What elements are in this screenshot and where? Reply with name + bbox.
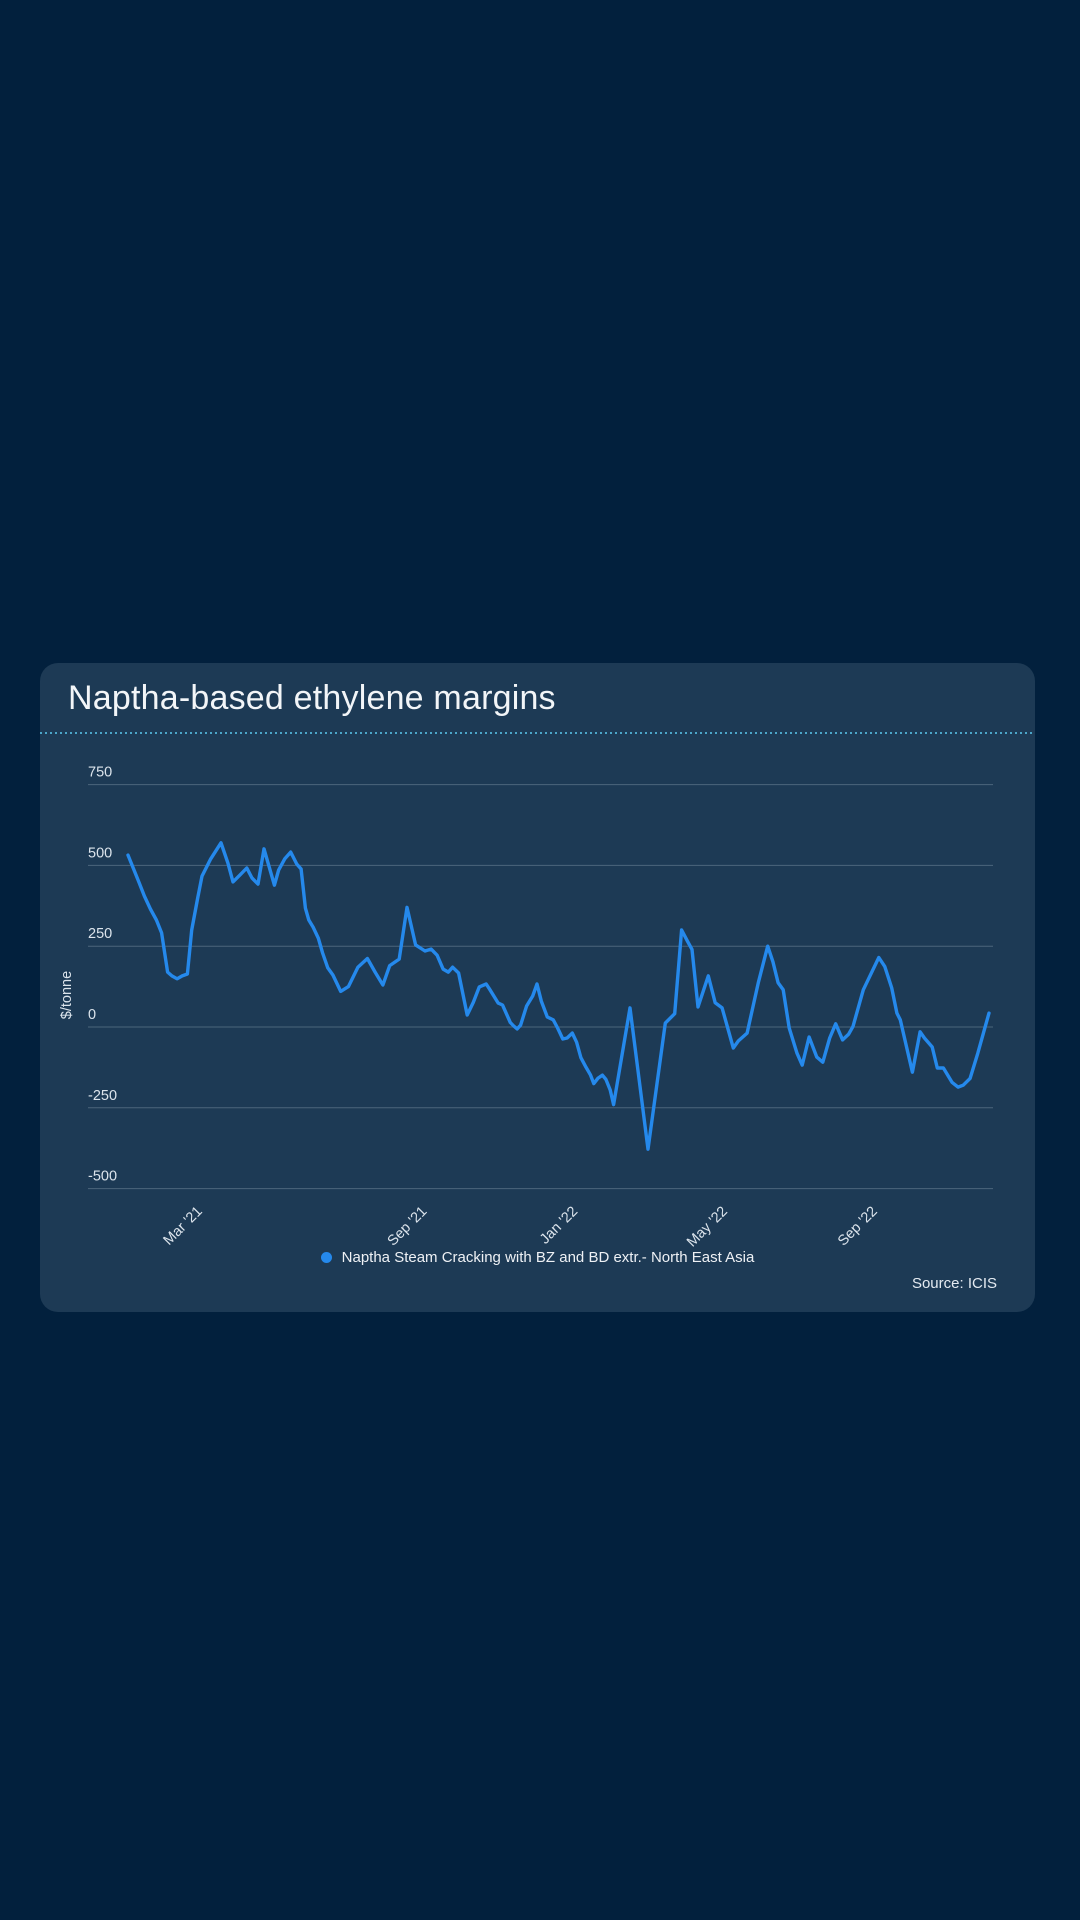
legend-item[interactable]: Naptha Steam Cracking with BZ and BD ext… xyxy=(320,1249,755,1266)
y-tick-label: 750 xyxy=(88,765,112,781)
x-tick-label: May '22 xyxy=(684,1204,731,1251)
y-axis-title: $/tonne xyxy=(59,971,75,1019)
title-separator xyxy=(40,732,1035,734)
x-tick-label: Jan '22 xyxy=(537,1204,581,1248)
legend-series-label: Naptha Steam Cracking with BZ and BD ext… xyxy=(341,1249,755,1266)
y-tick-label: 250 xyxy=(88,926,112,942)
x-tick-label: Sep '21 xyxy=(385,1204,431,1250)
chart-card: Naptha-based ethylene margins 750 500 250 0… xyxy=(40,663,1035,1312)
x-tick-label: Mar '21 xyxy=(161,1204,206,1249)
series-color-dot-icon xyxy=(320,1252,332,1263)
y-tick-label: 0 xyxy=(88,1007,96,1023)
y-tick-label: -250 xyxy=(88,1088,117,1104)
y-tick-label: -500 xyxy=(88,1169,117,1185)
margins-line-chart[interactable]: 750 500 250 0 -250 -500 Mar '21 Sep '21 Jan '22 M… xyxy=(40,663,1035,1312)
y-tick-label: 500 xyxy=(88,845,112,861)
source-credit: Source: ICIS xyxy=(911,1275,997,1292)
chart-title: Naptha-based ethylene margins xyxy=(68,679,556,717)
chart-legend: Naptha Steam Cracking with BZ and BD ext… xyxy=(40,1249,1035,1266)
x-tick-label: Sep '22 xyxy=(835,1204,881,1250)
series-line[interactable] xyxy=(126,841,991,1151)
